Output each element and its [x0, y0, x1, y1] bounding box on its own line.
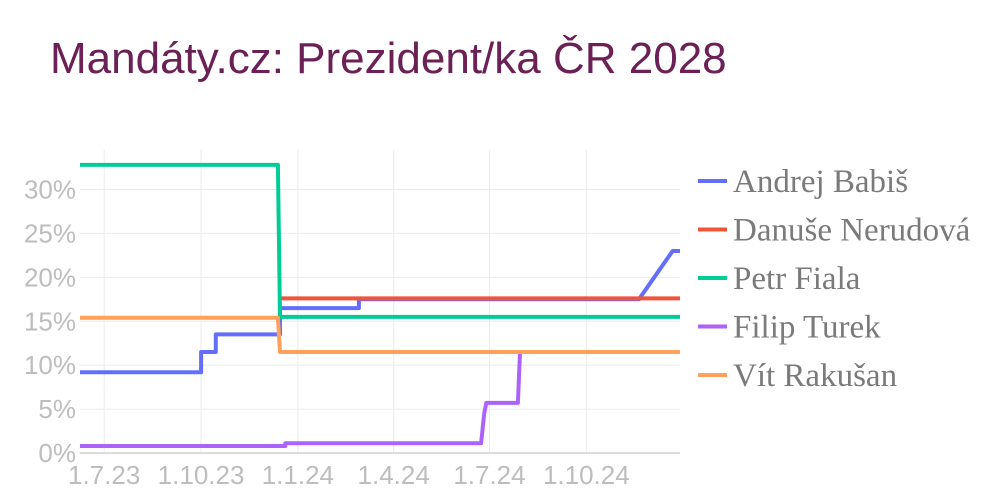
legend-label: Petr Fiala	[733, 261, 861, 297]
series-line-5	[80, 315, 680, 354]
x-tick-label: 1.4.24	[358, 460, 430, 490]
legend-label: Vít Rakušan	[733, 358, 897, 394]
series-line-4	[80, 350, 680, 448]
legend-label: Andrej Babiš	[733, 164, 908, 200]
y-tick-label: 20%	[24, 262, 76, 292]
y-tick-label: 5%	[38, 394, 76, 424]
y-tick-label: 30%	[24, 175, 76, 205]
x-tick-label: 1.7.23	[68, 460, 140, 490]
chart-title: Mandáty.cz: Prezident/ka ČR 2028	[50, 34, 727, 83]
series-line-3	[80, 162, 680, 319]
y-tick-labels: 0% 5% 10% 15% 20% 25% 30%	[24, 175, 76, 468]
y-tick-label: 25%	[24, 218, 76, 248]
legend-item[interactable]: Filip Turek	[698, 310, 881, 346]
legend-item[interactable]: Petr Fiala	[698, 261, 861, 297]
legend[interactable]: Andrej Babiš Danuše Nerudová Petr Fiala Fil…	[698, 164, 971, 394]
x-tick-label: 1.10.23	[158, 460, 245, 490]
x-tick-label: 1.1.24	[262, 460, 334, 490]
y-tick-label: 0%	[38, 438, 76, 468]
x-tick-label: 1.10.24	[543, 460, 630, 490]
series-line-1	[80, 249, 680, 375]
gridlines	[80, 150, 680, 454]
x-tick-label: 1.7.24	[453, 460, 525, 490]
y-tick-label: 10%	[24, 350, 76, 380]
legend-item[interactable]: Danuše Nerudová	[698, 213, 971, 249]
x-tick-labels: 1.7.23 1.10.23 1.1.24 1.4.24 1.7.24 1.10.24	[68, 460, 630, 490]
series-lines	[80, 162, 680, 448]
legend-item[interactable]: Vít Rakušan	[698, 358, 897, 394]
legend-item[interactable]: Andrej Babiš	[698, 164, 908, 200]
legend-label: Filip Turek	[733, 310, 881, 346]
legend-label: Danuše Nerudová	[733, 213, 971, 249]
y-tick-label: 15%	[24, 306, 76, 336]
